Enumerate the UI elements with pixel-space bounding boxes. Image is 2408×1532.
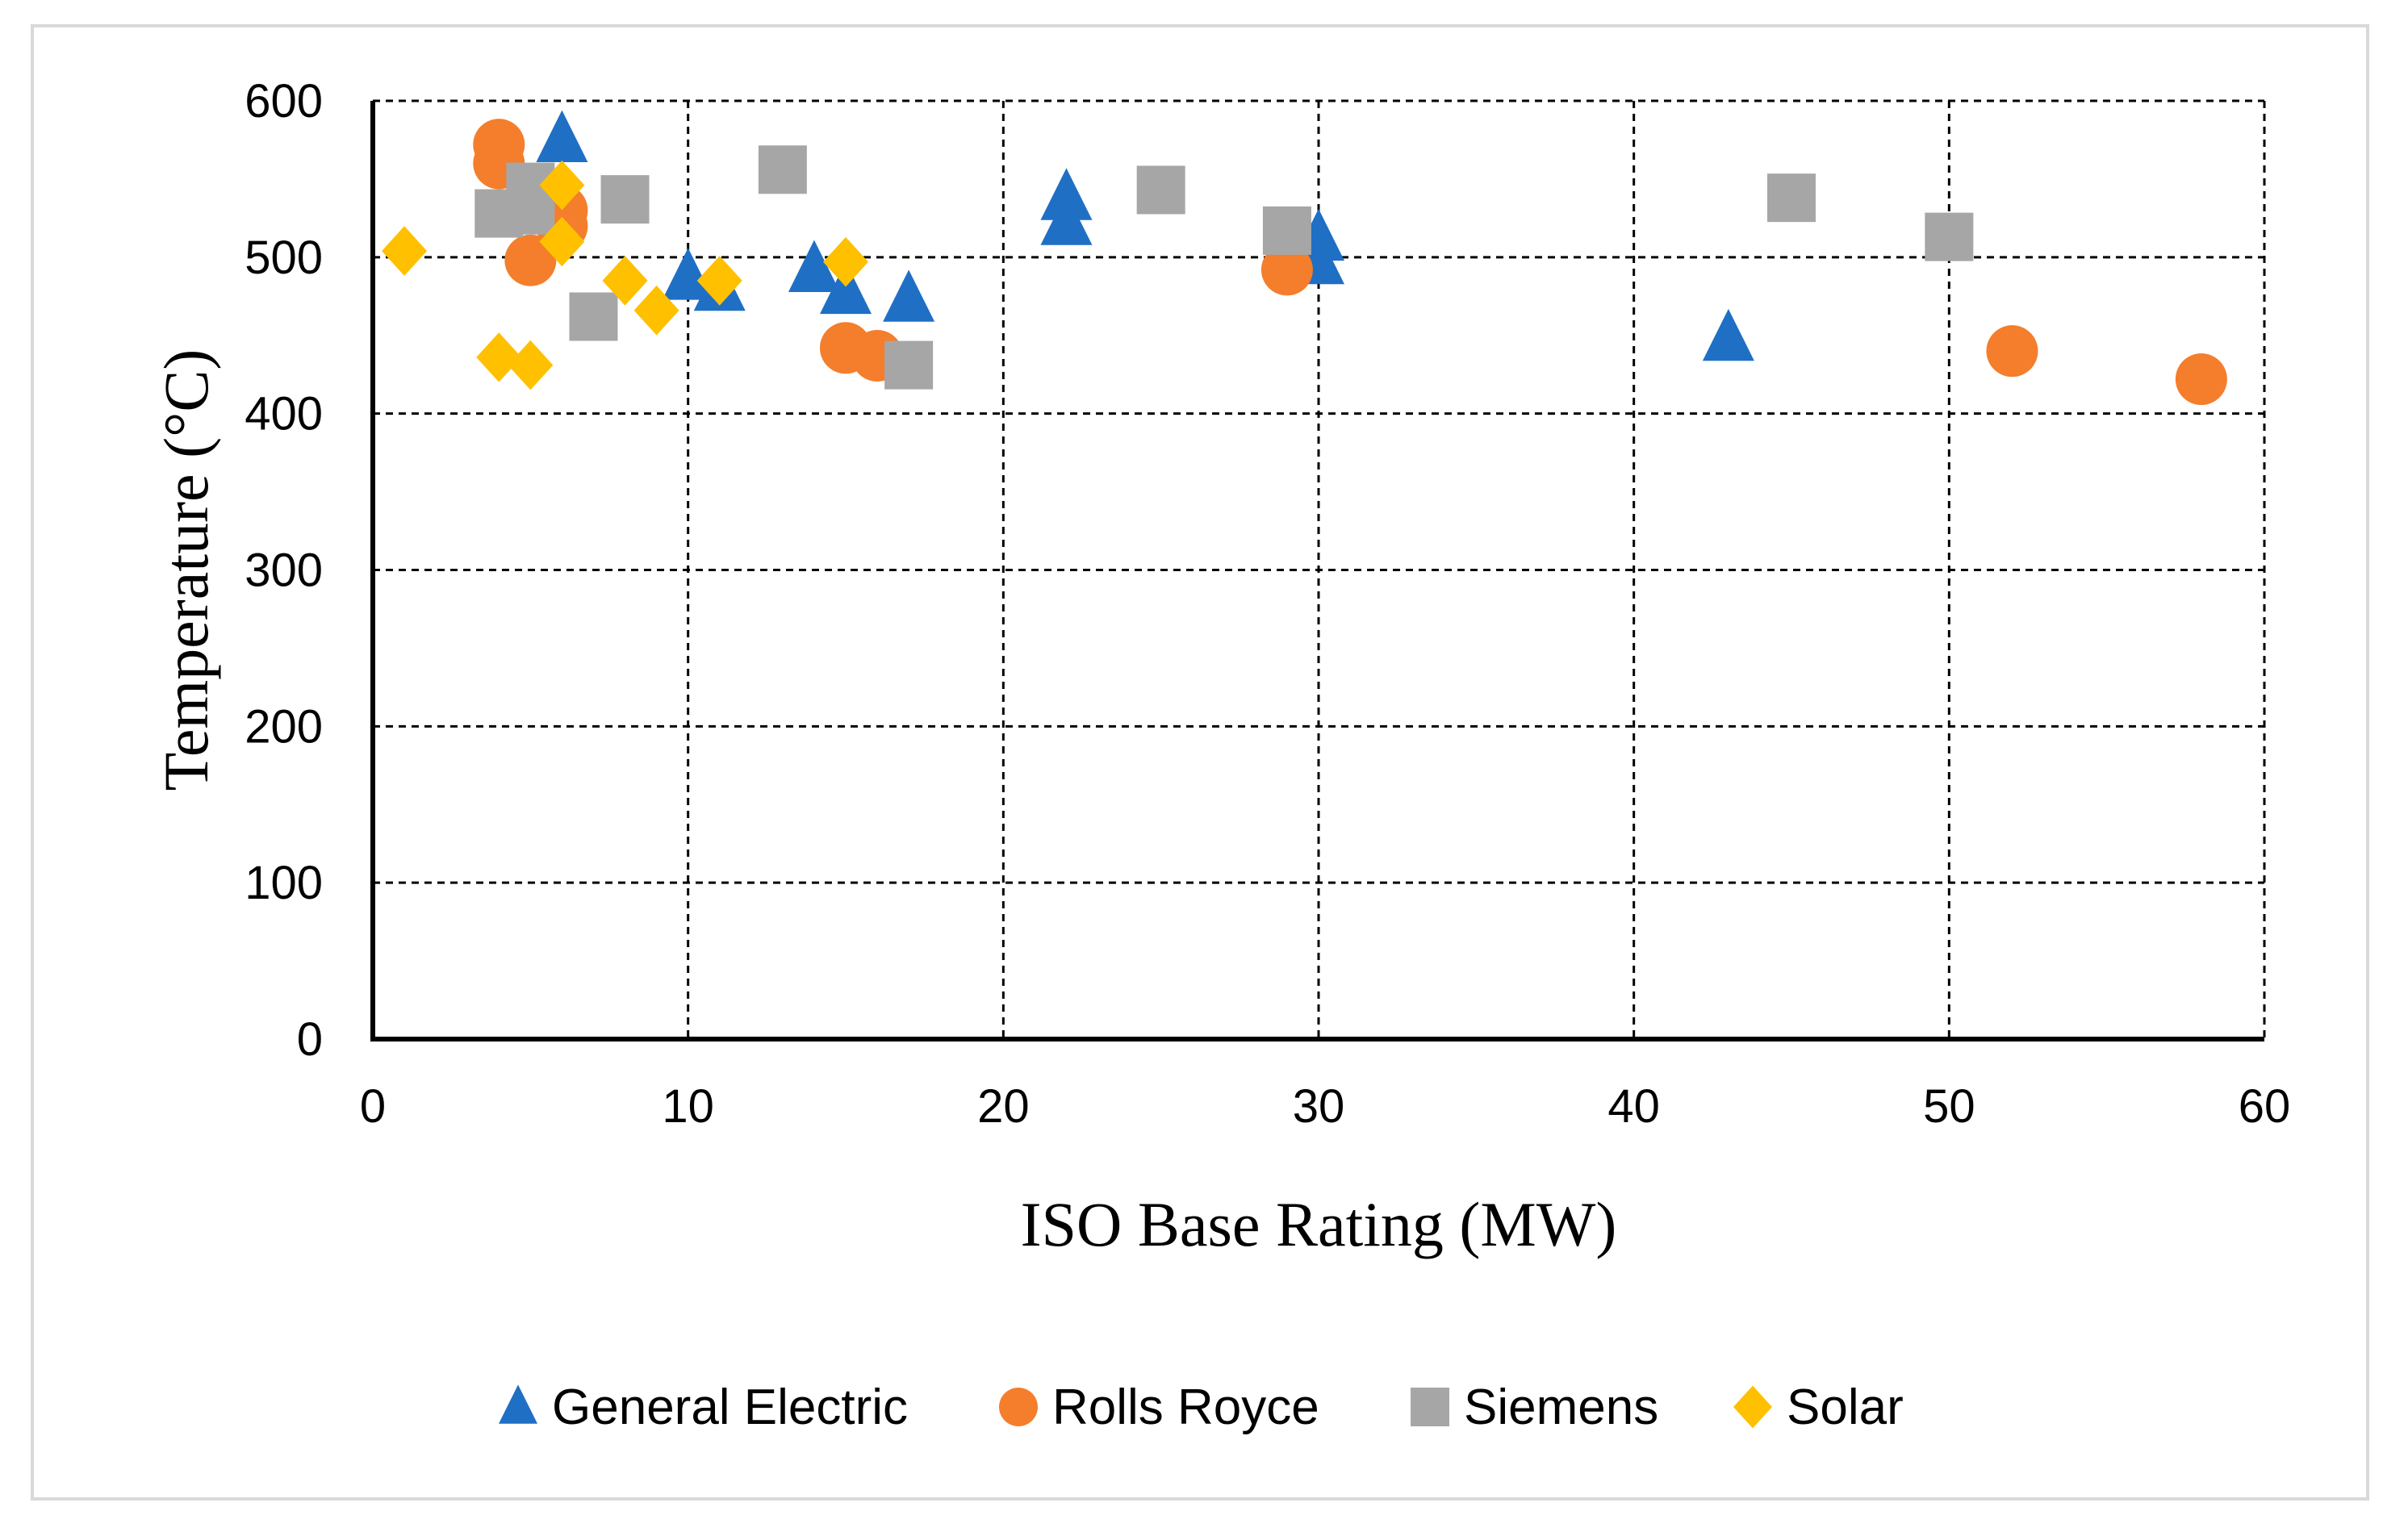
x-tick-label: 20	[977, 1080, 1030, 1133]
data-point	[1702, 308, 1754, 361]
legend: General Electric Rolls Royce Siemens Solar	[499, 1380, 1904, 1435]
data-point	[476, 332, 522, 382]
axis-layer	[370, 101, 2264, 1042]
data-point	[1986, 325, 2038, 378]
data-point	[883, 269, 935, 322]
y-tick-label: 100	[245, 857, 323, 909]
scatter-chart: 0 100 200 300 400 500 600 0 10 20 30 40 50 60 ISO Bas…	[151, 75, 2290, 1435]
data-point	[2175, 353, 2227, 406]
series-siemens	[474, 145, 1974, 390]
y-axis-title: Temperature (°C)	[151, 349, 221, 791]
data-point	[820, 261, 872, 315]
y-tick-label: 300	[245, 545, 323, 597]
series-general-electric	[536, 110, 1754, 361]
tick-layer: 0 100 200 300 400 500 600 0 10 20 30 40 50 60	[245, 75, 2290, 1133]
point-layer	[382, 110, 2227, 406]
data-point	[1136, 165, 1185, 215]
data-point	[1262, 206, 1311, 255]
data-point	[508, 340, 554, 390]
data-point	[662, 248, 714, 300]
data-point	[823, 236, 868, 287]
x-tick-label: 10	[662, 1080, 714, 1133]
data-point	[539, 160, 585, 211]
data-point	[600, 175, 650, 224]
data-point	[506, 186, 555, 235]
data-point	[884, 340, 934, 390]
data-point	[569, 292, 618, 341]
legend-item: General Electric	[499, 1380, 908, 1435]
chart-frame: 0 100 200 300 400 500 600 0 10 20 30 40 50 60 ISO Bas…	[31, 24, 2369, 1501]
legend-marker	[1411, 1388, 1449, 1426]
data-point	[1925, 212, 1974, 261]
data-point	[504, 234, 557, 286]
x-tick-label: 60	[2239, 1080, 2291, 1133]
x-tick-label: 40	[1607, 1080, 1660, 1133]
y-tick-label: 600	[245, 75, 323, 127]
legend-item: Solar	[1733, 1380, 1904, 1435]
data-point	[1260, 244, 1313, 296]
legend-label: General Electric	[552, 1380, 908, 1435]
x-axis-title: ISO Base Rating (MW)	[1021, 1189, 1617, 1259]
data-point	[382, 226, 428, 276]
data-point	[788, 240, 840, 292]
data-point	[696, 256, 742, 306]
data-point	[539, 216, 585, 267]
x-tick-label: 30	[1293, 1080, 1345, 1133]
x-tick-label: 50	[1923, 1080, 1975, 1133]
legend-marker	[499, 1384, 537, 1424]
legend-label: Siemens	[1464, 1380, 1658, 1435]
data-point	[1767, 173, 1816, 223]
series-rolls-royce	[473, 119, 2227, 406]
data-point	[758, 145, 807, 194]
y-tick-label: 500	[245, 232, 323, 284]
y-tick-label: 0	[297, 1013, 323, 1066]
legend-marker	[999, 1388, 1038, 1426]
data-point	[536, 110, 588, 163]
x-tick-label: 0	[360, 1080, 386, 1133]
legend-label: Rolls Royce	[1052, 1380, 1319, 1435]
series-solar	[382, 160, 868, 390]
y-tick-label: 200	[245, 700, 323, 753]
legend-item: Rolls Royce	[999, 1380, 1319, 1435]
data-point	[1040, 193, 1093, 245]
data-point	[633, 285, 679, 336]
y-tick-label: 400	[245, 388, 323, 440]
legend-label: Solar	[1787, 1380, 1904, 1435]
legend-item: Siemens	[1411, 1380, 1658, 1435]
data-point	[602, 256, 648, 306]
legend-marker	[1733, 1385, 1772, 1429]
